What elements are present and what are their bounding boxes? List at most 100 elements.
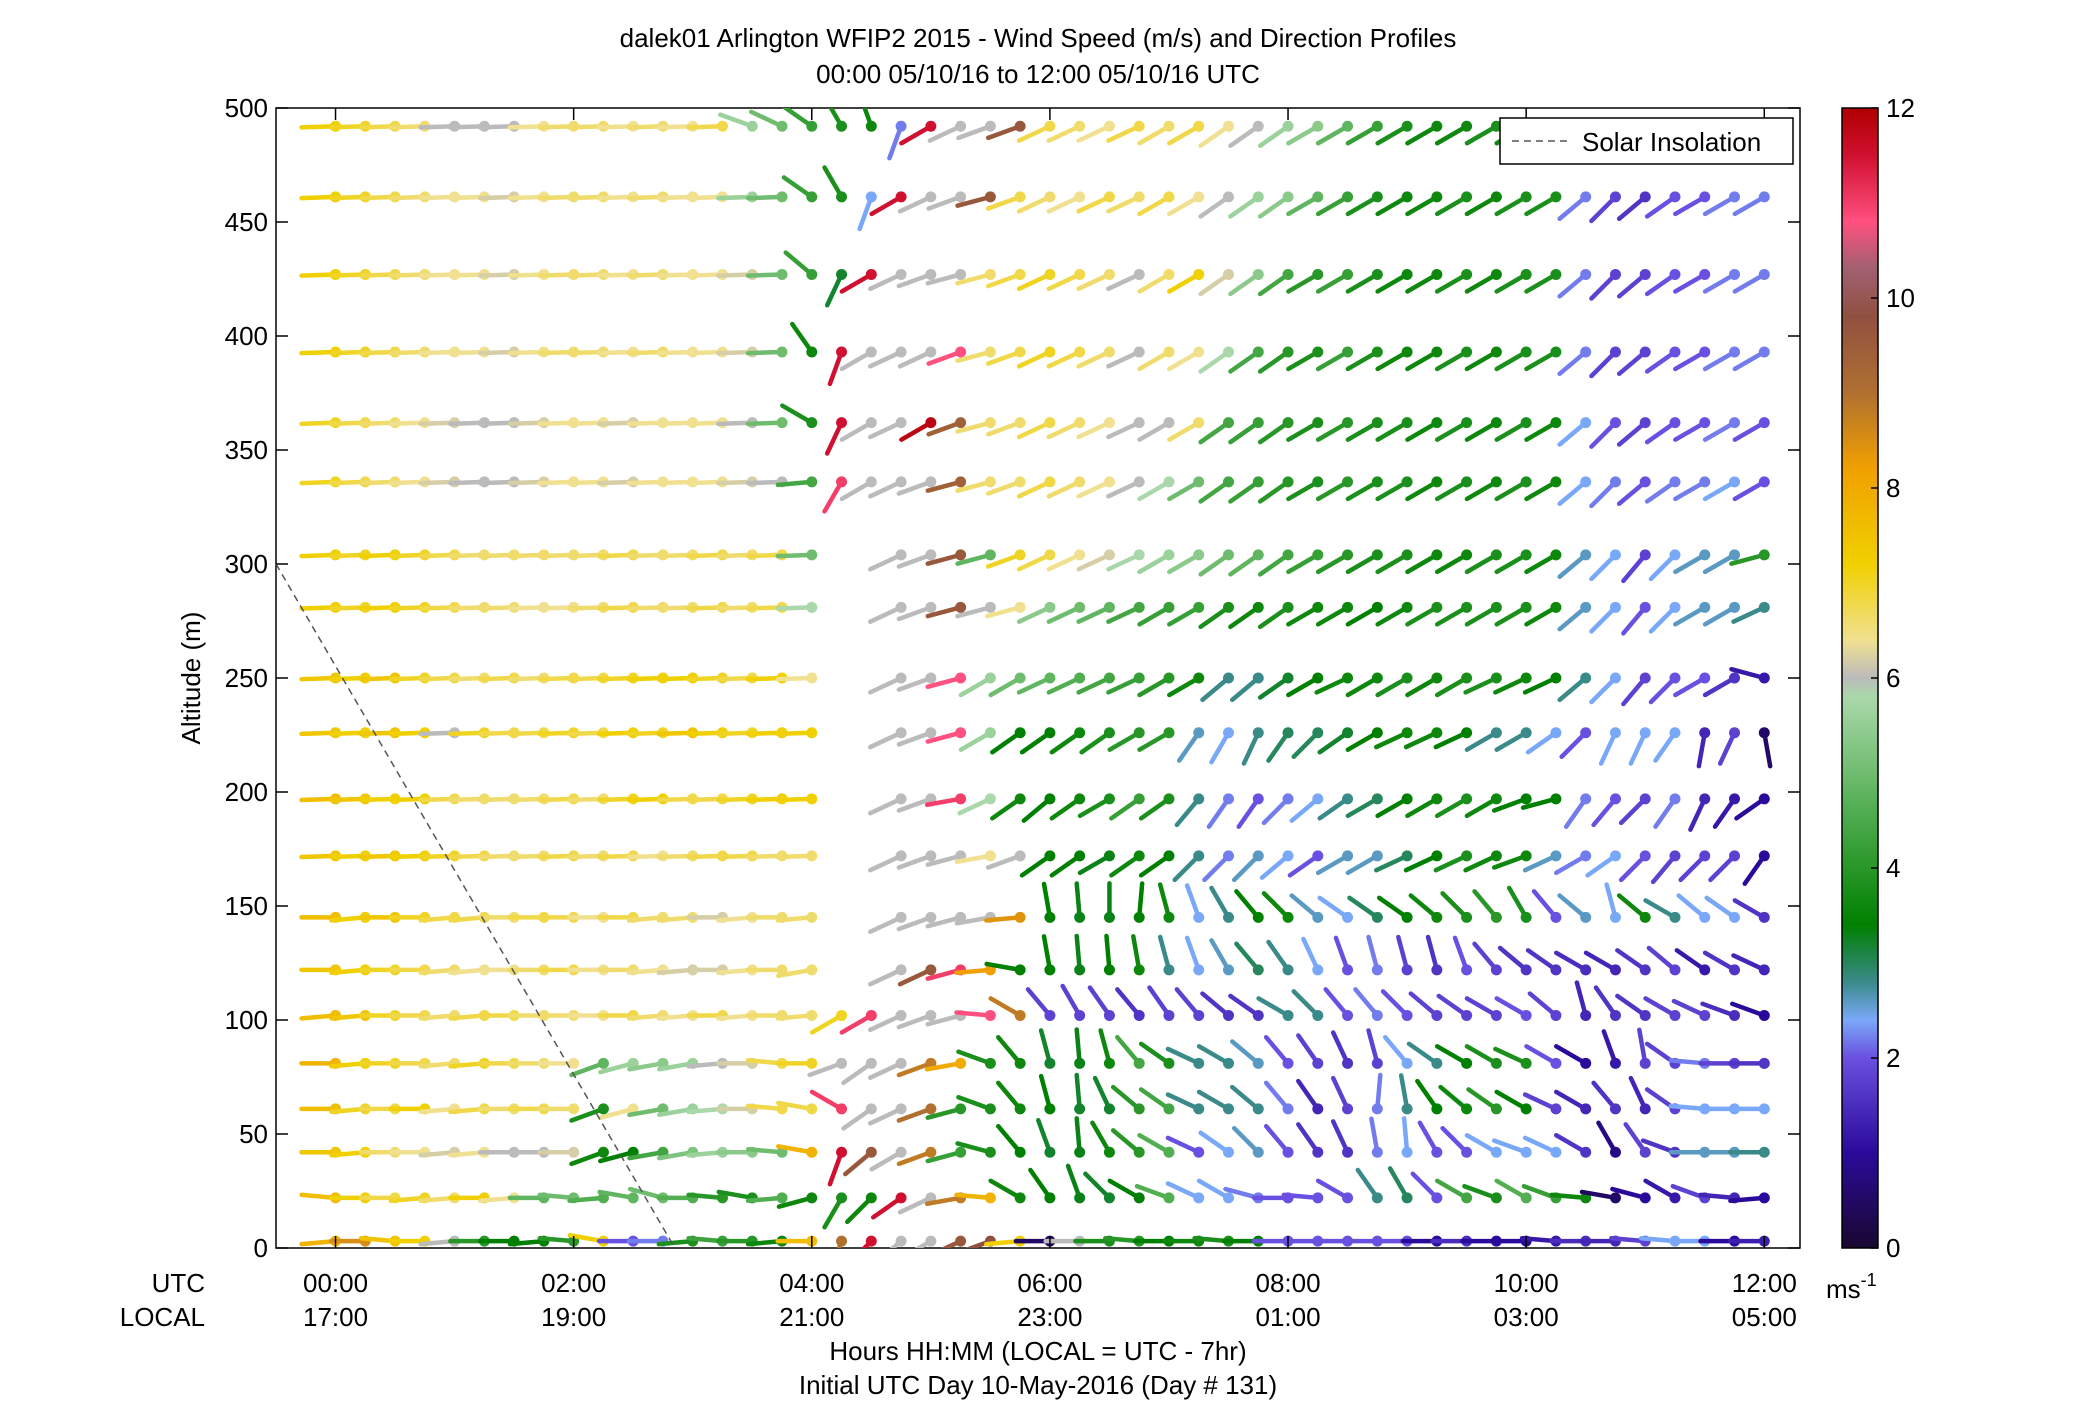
wind-barb-shaft bbox=[1296, 1078, 1321, 1112]
wind-barb-dot bbox=[1282, 346, 1294, 358]
wind-barb-dot bbox=[955, 268, 967, 280]
wind-barb-dot bbox=[1431, 793, 1443, 805]
wind-barb bbox=[868, 549, 907, 572]
wind-barb-shaft bbox=[1281, 1192, 1321, 1201]
wind-barb bbox=[718, 112, 758, 132]
wind-barb-shaft bbox=[1525, 948, 1559, 973]
wind-barb-shaft bbox=[1644, 194, 1678, 219]
wind-barb-shaft bbox=[626, 1013, 666, 1021]
wind-barb-dot bbox=[1431, 417, 1443, 429]
wind-barbs bbox=[299, 108, 1773, 1248]
wind-barb-shaft bbox=[1257, 349, 1291, 374]
wind-barb bbox=[925, 549, 967, 566]
wind-barb-shaft bbox=[1076, 420, 1112, 440]
wind-barb-shaft bbox=[1366, 934, 1380, 973]
wind-barb-shaft bbox=[1702, 479, 1737, 502]
wind-barb-dot bbox=[1133, 672, 1145, 684]
wind-barb-dot bbox=[1044, 850, 1056, 862]
wind-barb bbox=[985, 191, 1026, 211]
wind-barb-shaft bbox=[1167, 552, 1201, 575]
wind-barb-dot bbox=[1133, 1057, 1145, 1069]
wind-barb-shaft bbox=[1494, 996, 1529, 1018]
wind-barb-dot bbox=[955, 1103, 967, 1115]
wind-barb-shaft bbox=[1257, 479, 1291, 504]
wind-barb bbox=[1522, 1135, 1562, 1158]
wind-barb-dot bbox=[1223, 268, 1234, 280]
wind-barb-shaft bbox=[1524, 552, 1559, 575]
wind-barb-dot bbox=[955, 1235, 967, 1247]
wind-barb bbox=[1494, 191, 1532, 217]
wind-barb-dot bbox=[1371, 417, 1383, 429]
wind-barb bbox=[1016, 268, 1056, 292]
wind-barb bbox=[914, 1235, 937, 1248]
wind-barb-shaft bbox=[1463, 675, 1499, 695]
wind-barb-dot bbox=[1431, 1146, 1443, 1158]
wind-barb bbox=[1553, 950, 1592, 976]
wind-barb bbox=[1137, 191, 1175, 217]
wind-barb-shaft bbox=[1261, 796, 1291, 826]
wind-barb-shaft bbox=[824, 272, 844, 308]
wind-barb bbox=[1138, 793, 1175, 821]
wind-barb-shaft bbox=[996, 1080, 1023, 1112]
wind-barb bbox=[1106, 417, 1145, 440]
wind-barb-shaft bbox=[1345, 675, 1380, 698]
wind-barb bbox=[1229, 1084, 1264, 1115]
wind-barb bbox=[1291, 989, 1324, 1021]
y-tick-label: 300 bbox=[225, 549, 268, 579]
wind-barb-shaft bbox=[1077, 796, 1112, 819]
wind-barb bbox=[1286, 476, 1324, 502]
wind-barb-shaft bbox=[1549, 1192, 1588, 1201]
wind-barb bbox=[1525, 948, 1562, 976]
wind-barb bbox=[841, 1057, 877, 1086]
wind-barb-dot bbox=[1580, 268, 1592, 280]
wind-barb-dot bbox=[1609, 1192, 1621, 1204]
wind-barb-dot bbox=[1074, 964, 1086, 976]
wind-barb bbox=[1644, 191, 1681, 219]
wind-barb-dot bbox=[1699, 346, 1711, 358]
wind-barb-dot bbox=[1133, 850, 1145, 862]
wind-barb bbox=[1618, 850, 1651, 883]
wind-barb bbox=[1289, 893, 1324, 923]
wind-barb bbox=[1137, 672, 1175, 698]
wind-barb-dot bbox=[1609, 727, 1621, 739]
wind-barb-shaft bbox=[843, 1149, 874, 1177]
wind-barb bbox=[1702, 601, 1741, 627]
wind-barb bbox=[776, 1192, 818, 1209]
wind-barb bbox=[957, 793, 996, 816]
wind-barb-dot bbox=[1520, 727, 1532, 739]
wind-barb bbox=[775, 1009, 818, 1021]
wind-barb bbox=[1589, 549, 1621, 582]
wind-barb-shaft bbox=[1198, 420, 1231, 445]
wind-barb bbox=[1464, 191, 1502, 217]
wind-barb-dot bbox=[1133, 1103, 1145, 1115]
wind-barb-shaft bbox=[1591, 1080, 1618, 1112]
wind-barb bbox=[1196, 1178, 1234, 1204]
wind-barb-shaft bbox=[985, 552, 1023, 569]
wind-barb bbox=[1610, 1186, 1651, 1204]
wind-barb-shaft bbox=[1107, 730, 1142, 752]
wind-barb bbox=[1092, 1075, 1115, 1115]
wind-barb bbox=[1347, 895, 1383, 923]
wind-barb-dot bbox=[1312, 850, 1324, 862]
y-tick-label: 350 bbox=[225, 435, 268, 465]
wind-barb-shaft bbox=[1038, 1028, 1053, 1066]
wind-barb-dot bbox=[895, 549, 907, 561]
wind-barb bbox=[1109, 850, 1145, 878]
wind-barb-shaft bbox=[1074, 1116, 1082, 1155]
wind-barb-shaft bbox=[1375, 123, 1410, 146]
wind-barb bbox=[1261, 793, 1294, 826]
wind-barb-shaft bbox=[1557, 605, 1588, 632]
wind-barb bbox=[1106, 672, 1145, 695]
wind-barb-dot bbox=[955, 120, 967, 132]
wind-barb-dot bbox=[806, 191, 818, 203]
wind-barb-dot bbox=[1401, 120, 1413, 132]
wind-barb bbox=[1401, 1116, 1413, 1158]
wind-barb-shaft bbox=[1653, 730, 1678, 763]
wind-barb-dot bbox=[1550, 1103, 1562, 1115]
wind-barb bbox=[1345, 672, 1383, 698]
wind-barb-shaft bbox=[924, 796, 963, 807]
wind-barb bbox=[1315, 601, 1354, 627]
wind-barb bbox=[1464, 268, 1502, 294]
wind-barb-shaft bbox=[1375, 272, 1410, 294]
wind-barb-shaft bbox=[1589, 272, 1618, 301]
